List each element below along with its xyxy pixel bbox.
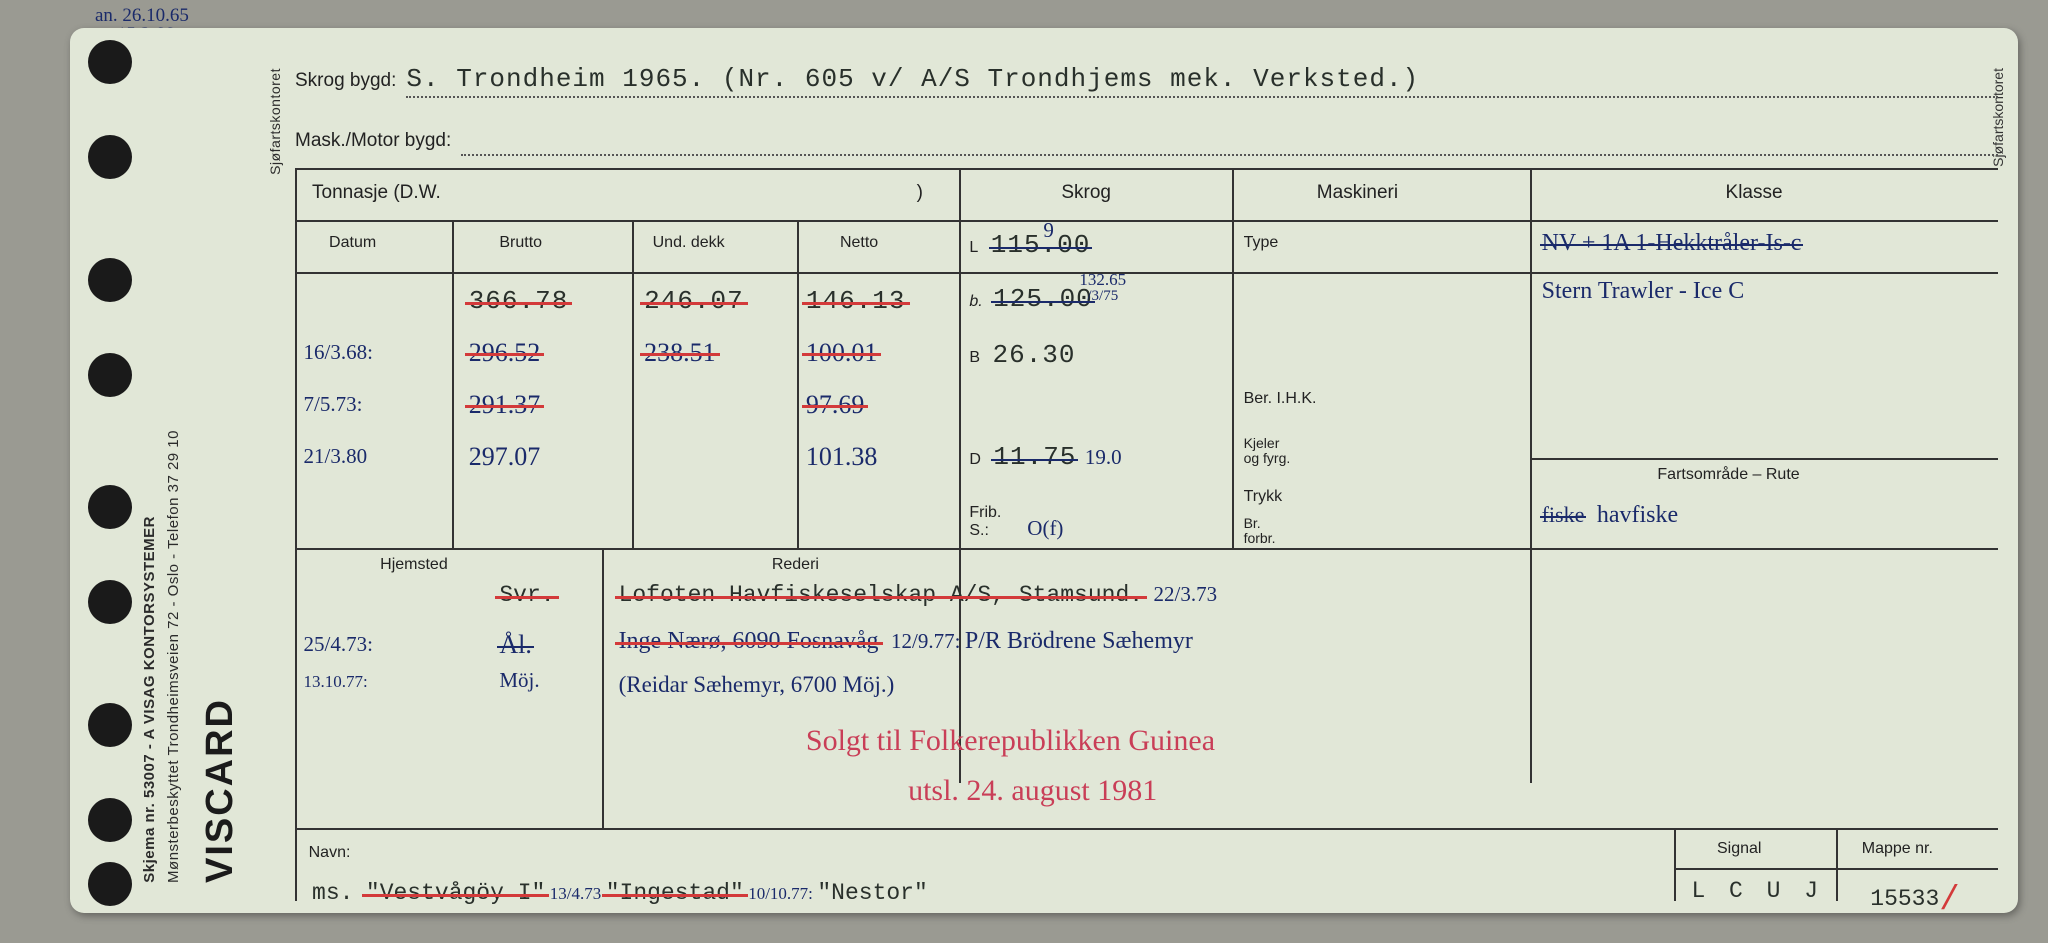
hdr-datum: Datum: [329, 234, 376, 252]
t-r2-netto: 100.01: [806, 338, 878, 367]
main-grid: Tonnasje (D.W. ) Datum Brutto Und. dekk …: [295, 168, 1998, 901]
rd-red2: utsl. 24. august 1981: [908, 774, 1157, 808]
val-motor: [461, 126, 1998, 156]
skrog-L: L 115.00 9: [969, 230, 1090, 260]
val-signal: L C U J: [1691, 878, 1823, 904]
hdr-tonnasje: Tonnasje (D.W.: [312, 182, 441, 204]
mk-type: Type: [1244, 234, 1279, 252]
sjof-label: Sjøfartskontoret: [266, 68, 285, 175]
t-r2-datum: 16/3.68:: [304, 340, 373, 365]
scan-frame: an. 26.10.65 e. 15.3.66 Sjøfartskontoret…: [0, 0, 2048, 943]
skrog-frib-val: O(f): [1027, 516, 1063, 541]
t-r3-datum: 7/5.73:: [304, 392, 363, 417]
t-r3-brutto: 291.37: [469, 390, 541, 419]
farts-val: fiske havfiske: [1542, 502, 1679, 529]
klasse-l1: NV + 1A 1-Hekktråler-Is-c: [1542, 230, 1802, 257]
lbl-navn: Navn:: [309, 844, 351, 862]
content-area: Skrog bygd: S. Trondheim 1965. (Nr. 605 …: [295, 40, 1998, 901]
skrog-D: D 11.75 19.0: [969, 442, 1121, 472]
rd-red1: Solgt til Folkerepublikken Guinea: [806, 724, 1215, 758]
skrog-b: b. 125.00 132.65 /3/75: [969, 284, 1092, 314]
t-r4-datum: 21/3.80: [304, 444, 368, 469]
hj-r3-date: 13.10.77:: [304, 672, 368, 692]
topnote-l1: an. 26.10.65: [95, 6, 189, 25]
side-print: Skjema nr. 53007 - A VISAG KONTORSYSTEME…: [140, 58, 260, 883]
t-r1-und: 246.07: [644, 286, 744, 316]
index-card: Sjøfartskontoret Skjema nr. 53007 - A VI…: [70, 28, 2018, 913]
t-r1-netto: 146.13: [806, 286, 906, 316]
hdr-rederi: Rederi: [772, 556, 819, 574]
lbl-skrog-bygd: Skrog bygd:: [295, 70, 396, 92]
hj-r1: Svr.: [499, 582, 554, 608]
hdr-hjemsted: Hjemsted: [380, 556, 448, 574]
val-skrog-bygd: S. Trondheim 1965. (Nr. 605 v/ A/S Trond…: [406, 64, 1998, 98]
rd-r3: (Reidar Sæhemyr, 6700 Möj.): [619, 672, 895, 698]
t-r2-brutto: 296.52: [469, 338, 541, 367]
lbl-motor: Mask./Motor bygd:: [295, 130, 451, 152]
side-monster: Mønsterbeskyttet Trondheimsveien 72 - Os…: [164, 430, 184, 883]
hj-r2: Ål.: [499, 630, 532, 659]
mk-ber: Ber. I.H.K.: [1244, 390, 1317, 408]
row-skrog-bygd: Skrog bygd: S. Trondheim 1965. (Nr. 605 …: [295, 50, 1998, 112]
mk-trykk: Trykk: [1244, 488, 1283, 506]
row-motor: Mask./Motor bygd:: [295, 112, 1998, 170]
hdr-maskineri: Maskineri: [1317, 182, 1398, 204]
hj-r2-date: 25/4.73:: [304, 632, 373, 657]
klasse-l2: Stern Trawler - Ice C: [1542, 278, 1745, 305]
t-r3-netto: 97.69: [806, 390, 865, 419]
t-r4-netto: 101.38: [806, 442, 878, 471]
navn-line: ms. "Vestvågöy I" 13/4.73 "Ingestad" 10/…: [312, 880, 928, 906]
hdr-tonnasje-paren: ): [917, 182, 923, 204]
hdr-netto: Netto: [840, 234, 878, 252]
t-r4-brutto: 297.07: [469, 442, 541, 471]
hj-r3: Möj.: [499, 668, 539, 693]
val-mappe: 15533/: [1870, 878, 1959, 913]
punch-holes: [88, 40, 138, 903]
skrog-frib-lbl: Frib. S.:: [969, 504, 1001, 539]
hdr-brutto: Brutto: [499, 234, 542, 252]
mk-brforbr: Br. forbr.: [1244, 516, 1276, 545]
hdr-farts: Fartsområde – Rute: [1657, 466, 1799, 484]
t-r2-und: 238.51: [644, 338, 716, 367]
lbl-mappe: Mappe nr.: [1862, 840, 1933, 858]
rd-r2: Inge Nærø, 6090 Fosnavåg 12/9.77: P/R Br…: [619, 628, 1193, 655]
t-r1-brutto: 366.78: [469, 286, 569, 316]
hdr-klasse: Klasse: [1726, 182, 1783, 204]
side-skjema: Skjema nr. 53007 - A VISAG KONTORSYSTEME…: [140, 516, 160, 883]
brand-logo: VISCARD: [199, 698, 242, 883]
mk-kjeler: Kjeler og fyrg.: [1244, 436, 1291, 467]
hdr-skrog: Skrog: [1061, 182, 1111, 204]
skrog-B: B 26.30: [969, 340, 1075, 370]
lbl-signal: Signal: [1717, 840, 1761, 858]
hdr-und: Und. dekk: [653, 234, 725, 252]
rd-r1: Lofoten Havfiskeselskap A/S, Stamsund. 2…: [619, 582, 1218, 608]
